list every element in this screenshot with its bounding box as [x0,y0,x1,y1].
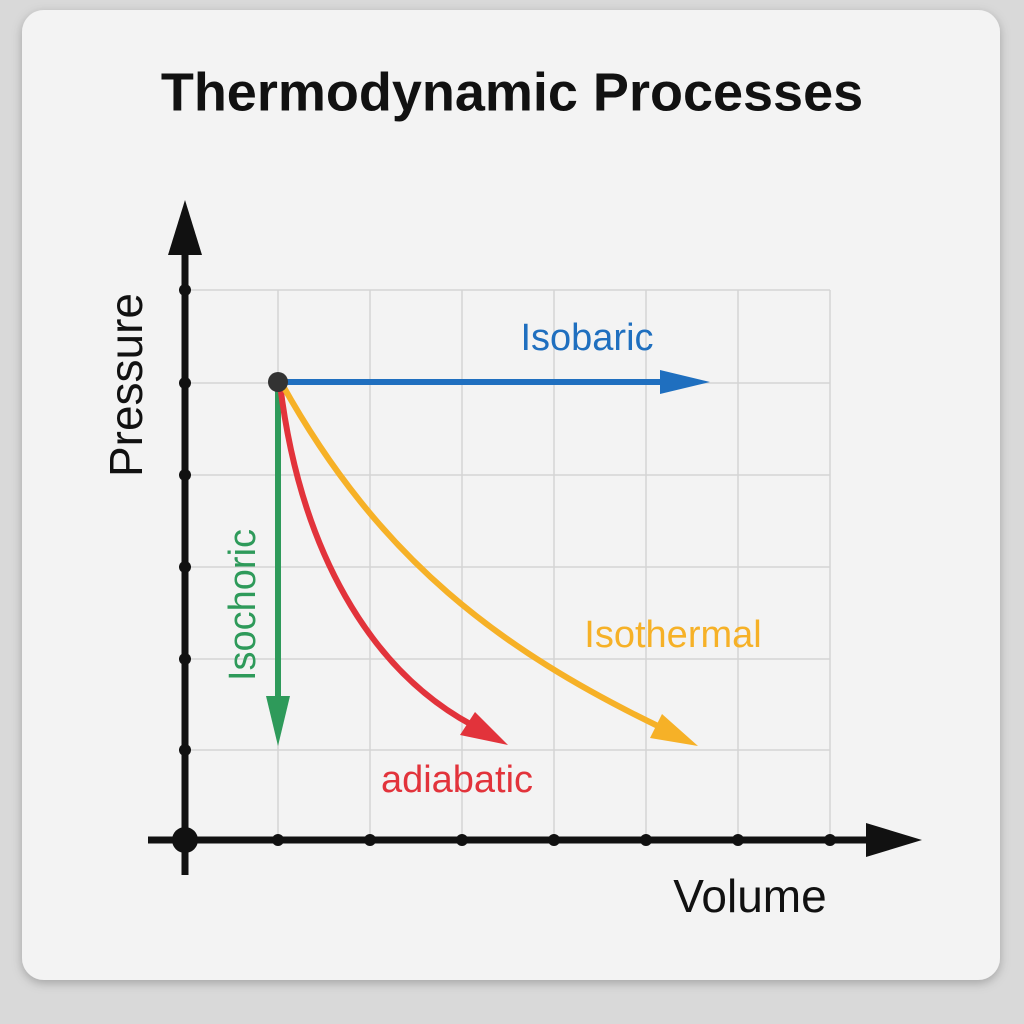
adiabatic-curve [277,383,474,728]
isothermal-label: Isothermal [584,614,761,656]
isochoric-arrow [266,696,290,746]
x-axis-label: Volume [673,870,826,922]
title: Thermodynamic Processes [161,62,863,122]
isothermal-arrow [650,714,698,746]
axes [148,200,922,875]
start-point [268,372,288,392]
isothermal-curve [279,382,664,731]
adiabatic-label: adiabatic [381,759,533,801]
isobaric-arrow [660,370,710,394]
y-axis-label: Pressure [100,293,152,477]
card [22,10,1000,980]
processes [266,370,710,746]
isobaric-label: Isobaric [520,317,653,359]
isochoric-label: Isochoric [222,529,264,681]
adiabatic-arrow [460,712,508,745]
